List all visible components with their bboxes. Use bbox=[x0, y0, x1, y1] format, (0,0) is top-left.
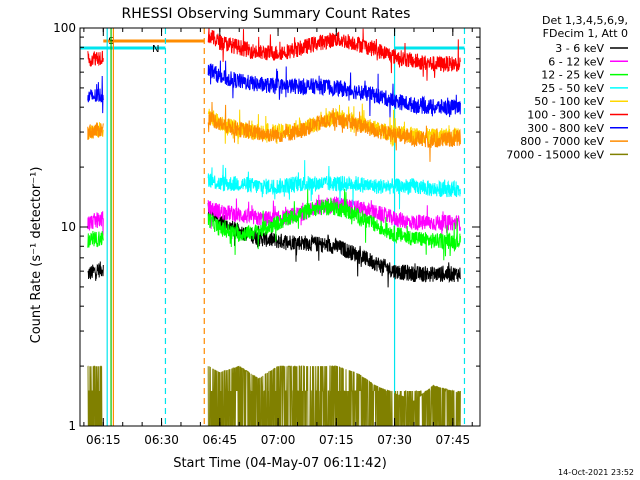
y-tick-label-2: 100 bbox=[53, 21, 76, 35]
x-tick-label-3: 07:00 bbox=[261, 433, 296, 447]
series-7000-15000-kev-segment-0 bbox=[87, 365, 104, 427]
legend-label-25-50-kev: 25 - 50 keV bbox=[541, 82, 604, 95]
y-tick-label-1: 10 bbox=[61, 220, 76, 234]
chart-title: RHESSI Observing Summary Count Rates bbox=[122, 6, 411, 22]
series-100-300-kev-segment-1 bbox=[207, 28, 461, 81]
legend-label-50-100-kev: 50 - 100 keV bbox=[534, 95, 604, 108]
series-300-800-kev-segment-0 bbox=[87, 75, 104, 114]
ticks-layer: 06:15 06:30 06:45 07:00 07:15 07:30 07:45 1 10 10… bbox=[53, 21, 480, 447]
series-7000-15000-kev-segment-1 bbox=[207, 365, 461, 427]
x-tick-label-6: 07:45 bbox=[436, 433, 471, 447]
x-tick-label-2: 06:45 bbox=[203, 433, 238, 447]
vlines-layer bbox=[106, 28, 466, 426]
legend-label-800-7000-kev: 800 - 7000 keV bbox=[520, 135, 604, 148]
y-tick-label-0: 1 bbox=[68, 419, 76, 433]
series-12-25-kev-segment-0 bbox=[87, 230, 104, 249]
legend-label-300-800-kev: 300 - 800 keV bbox=[527, 122, 604, 135]
series-6-12-kev-segment-0 bbox=[87, 211, 104, 236]
legend-label-7000-15000-kev: 7000 - 15000 keV bbox=[506, 148, 604, 161]
series-800-7000-kev-segment-1 bbox=[207, 101, 461, 162]
series-25-50-kev-segment-0 bbox=[207, 160, 461, 210]
series-800-7000-kev-segment-0 bbox=[87, 122, 104, 140]
x-tick-label-0: 06:15 bbox=[86, 433, 121, 447]
legend-label-3-6-kev: 3 - 6 keV bbox=[555, 42, 604, 55]
x-tick-label-4: 07:15 bbox=[319, 433, 354, 447]
series-100-300-kev-segment-0 bbox=[87, 50, 104, 67]
legend: Det 1,3,4,5,6,9, FDecim 1, Att 0 3 - 6 k… bbox=[506, 14, 628, 161]
series-300-800-kev-segment-1 bbox=[207, 60, 461, 118]
legend-label-6-12-kev: 6 - 12 keV bbox=[548, 55, 604, 68]
x-tick-label-5: 07:30 bbox=[377, 433, 412, 447]
legend-header-line-2: FDecim 1, Att 0 bbox=[543, 27, 628, 40]
legend-label-100-300-kev: 100 - 300 keV bbox=[527, 109, 604, 122]
legend-label-12-25-kev: 12 - 25 keV bbox=[541, 69, 604, 82]
x-axis-label: Start Time (04-May-07 06:11:42) bbox=[173, 456, 387, 471]
series-layer bbox=[87, 28, 461, 427]
series-3-6-kev-segment-0 bbox=[87, 261, 104, 281]
series-12-25-kev-segment-1 bbox=[207, 187, 461, 261]
y-axis-label: Count Rate (s⁻¹ detector⁻¹) bbox=[29, 167, 44, 344]
flag-label-n: N bbox=[152, 44, 159, 55]
x-tick-label-1: 06:30 bbox=[144, 433, 179, 447]
legend-header-line-1: Det 1,3,4,5,6,9, bbox=[542, 14, 628, 27]
timestamp: 14-Oct-2021 23:52 bbox=[558, 468, 634, 477]
